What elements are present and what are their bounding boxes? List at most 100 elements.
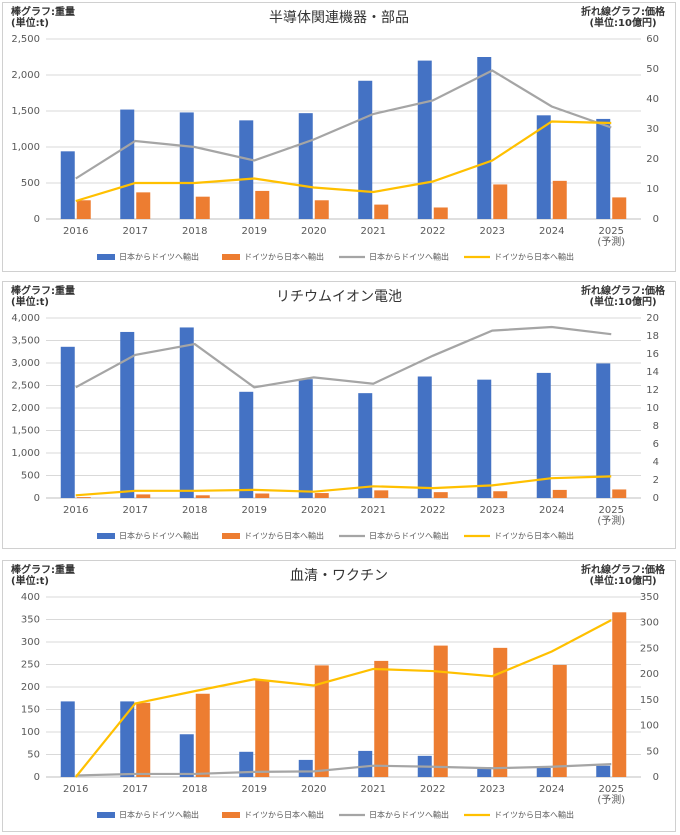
y-tick-label: 4,000 <box>11 313 40 324</box>
y-tick-label: 1,500 <box>11 106 40 117</box>
y2-tick-label: 100 <box>640 721 659 732</box>
x-tick-label: 2025 (予測) <box>597 784 626 806</box>
x-tick-label: 2017 <box>122 784 148 795</box>
bar <box>136 702 151 777</box>
bar <box>314 665 329 777</box>
bar <box>358 393 373 498</box>
x-tick-label: 2024 <box>539 226 565 237</box>
y2-tick-label: 8 <box>653 421 659 432</box>
y2-tick-label: 0 <box>653 493 659 504</box>
y-tick-label: 1,000 <box>11 448 40 459</box>
x-tick-label: 2021 <box>360 784 386 795</box>
x-tick-label: 2018 <box>182 784 208 795</box>
bar <box>239 120 254 219</box>
y-axis-label: 棒グラフ:重量 (単位:t) <box>11 286 75 308</box>
bar <box>596 118 611 219</box>
legend-label: ドイツから日本へ輸出 <box>494 252 574 262</box>
y2-tick-label: 20 <box>646 313 659 324</box>
x-tick-label: 2025 (予測) <box>597 226 626 248</box>
y2-tick-label: 0 <box>653 772 659 783</box>
bar <box>239 751 254 777</box>
y2-tick-label: 16 <box>646 349 659 360</box>
y2-tick-label: 4 <box>653 457 659 468</box>
bar <box>612 612 627 777</box>
y2-tick-label: 10 <box>646 403 659 414</box>
bar <box>493 491 508 498</box>
bar <box>255 190 270 219</box>
legend-swatch <box>97 254 115 260</box>
bar <box>612 489 627 498</box>
x-tick-label: 2023 <box>479 784 505 795</box>
x-tick-label: 2023 <box>479 226 505 237</box>
bar <box>374 490 389 498</box>
x-tick-label: 2017 <box>122 505 148 516</box>
bar <box>136 192 151 219</box>
legend-label: 日本からドイツへ輸出 <box>369 531 449 541</box>
x-tick-label: 2019 <box>241 505 267 516</box>
legend-label: ドイツから日本へ輸出 <box>494 810 574 820</box>
bar <box>120 109 135 219</box>
bar <box>612 197 627 219</box>
y-tick-label: 0 <box>34 493 40 504</box>
y-tick-label: 0 <box>34 772 40 783</box>
y2-tick-label: 50 <box>646 746 659 757</box>
y-tick-label: 0 <box>34 214 40 225</box>
y2-tick-label: 2 <box>653 475 659 486</box>
y-tick-label: 2,500 <box>11 381 40 392</box>
bar <box>433 645 448 777</box>
bar <box>76 200 91 219</box>
x-tick-label: 2022 <box>420 226 446 237</box>
line <box>74 619 612 778</box>
y2-tick-label: 60 <box>646 34 659 45</box>
line <box>75 69 612 180</box>
bar <box>60 701 75 777</box>
bar <box>179 112 194 219</box>
y-tick-label: 2,500 <box>11 34 40 45</box>
x-tick-label: 2024 <box>539 784 565 795</box>
bar <box>179 734 194 777</box>
legend-label: 日本からドイツへ輸出 <box>119 810 199 820</box>
legend-label: ドイツから日本へ輸出 <box>244 252 324 262</box>
y2-axis-label: 折れ線グラフ:価格 (単位:10億円) <box>581 565 665 587</box>
legend-swatch <box>222 812 240 818</box>
x-tick-label: 2020 <box>301 784 327 795</box>
y2-tick-label: 50 <box>646 64 659 75</box>
bar <box>195 693 210 777</box>
y-tick-label: 250 <box>21 660 40 671</box>
y2-tick-label: 350 <box>640 592 659 603</box>
bar <box>552 664 567 777</box>
bar <box>120 701 135 777</box>
bar <box>255 493 270 498</box>
bar <box>314 200 329 219</box>
bar <box>477 57 492 219</box>
y-tick-label: 500 <box>21 178 40 189</box>
legend-swatch <box>222 533 240 539</box>
y-tick-label: 3,000 <box>11 358 40 369</box>
x-tick-label: 2022 <box>420 505 446 516</box>
bar <box>60 151 75 219</box>
chart-title: 血清・ワクチン <box>290 568 388 584</box>
x-tick-label: 2021 <box>360 505 386 516</box>
bar <box>120 331 135 498</box>
y-tick-label: 1,000 <box>11 142 40 153</box>
bar <box>179 327 194 498</box>
y-tick-label: 400 <box>21 592 40 603</box>
y2-tick-label: 30 <box>646 124 659 135</box>
bar <box>493 184 508 219</box>
y-tick-label: 100 <box>21 727 40 738</box>
bar <box>195 196 210 219</box>
legend-label: 日本からドイツへ輸出 <box>369 252 449 262</box>
legend-label: 日本からドイツへ輸出 <box>119 531 199 541</box>
bar <box>536 115 551 219</box>
x-tick-label: 2020 <box>301 505 327 516</box>
bar <box>358 80 373 219</box>
chart-title: 半導体関連機器・部品 <box>269 10 409 26</box>
bar <box>298 759 313 777</box>
y2-tick-label: 40 <box>646 94 659 105</box>
bar <box>417 60 432 219</box>
bar <box>374 204 389 219</box>
y2-axis-label: 折れ線グラフ:価格 (単位:10億円) <box>581 286 665 308</box>
chart-title: リチウムイオン電池 <box>276 289 402 305</box>
bar <box>493 647 508 777</box>
x-tick-label: 2018 <box>182 505 208 516</box>
